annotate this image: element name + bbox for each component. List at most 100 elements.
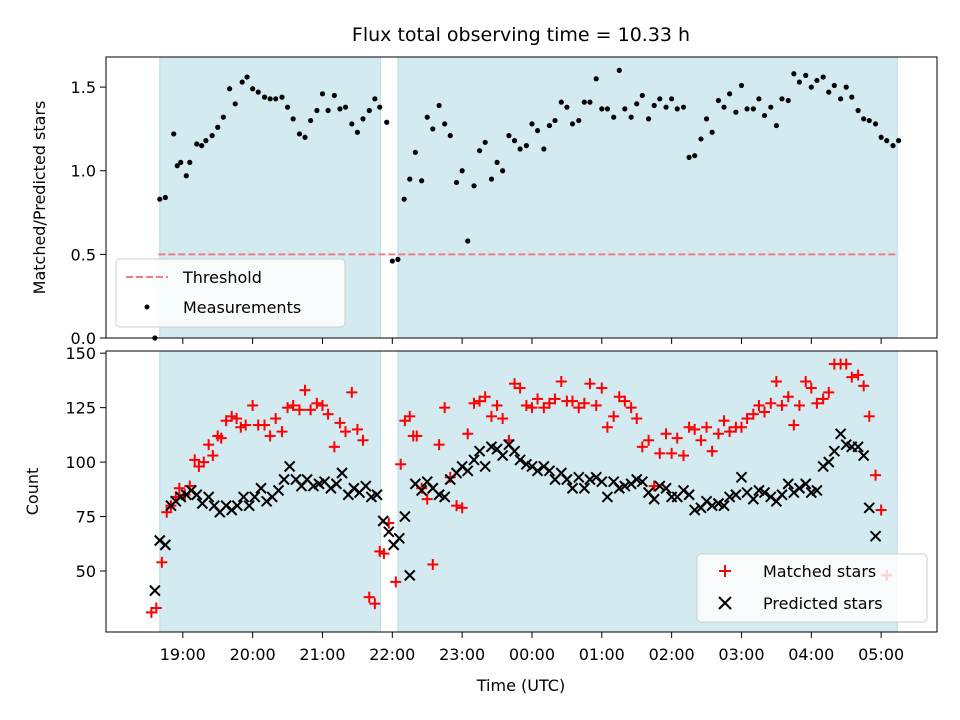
matched-stars-point [497, 413, 509, 425]
measurement-point [407, 176, 413, 182]
predicted-stars-point [159, 539, 172, 551]
measurement-point [523, 143, 529, 149]
matched-stars-point [765, 397, 777, 409]
predicted-stars-point [468, 454, 480, 466]
predicted-stars-point [654, 480, 666, 492]
measurement-point [703, 116, 710, 122]
matched-stars-point [270, 413, 282, 425]
measurement-point [419, 178, 425, 184]
bottom-y-tick-label: 100 [65, 453, 96, 472]
measurement-point [534, 127, 541, 134]
matched-stars-point [287, 399, 299, 411]
matched-stars-point [247, 399, 259, 411]
predicted-stars-point [718, 499, 730, 512]
matched-stars-point [852, 369, 864, 381]
measurement-point [750, 106, 756, 112]
matched-stars-point [648, 480, 660, 492]
predicted-stars-point [514, 454, 526, 466]
measurement-point [593, 76, 599, 82]
matched-stars-point [601, 421, 613, 433]
predicted-stars-point [619, 480, 631, 492]
predicted-stars-point [584, 473, 596, 486]
x-tick-label: 01:00 [579, 645, 625, 664]
matched-stars-point [549, 393, 561, 405]
measurement-point [290, 116, 296, 122]
measurement-point [477, 148, 483, 154]
predicted-stars-point [399, 510, 411, 523]
bottom-x-ticks: 19:00 20:00 21:00 22:00 23:00 00:00 01:00 02:00… [160, 632, 904, 664]
matched-stars-point [474, 395, 486, 407]
predicted-stars-point [688, 504, 701, 516]
predicted-stars-point [202, 491, 215, 503]
measurement-point [500, 168, 506, 174]
measurement-point [384, 119, 390, 125]
measurement-point [261, 94, 268, 100]
matched-stars-point [311, 397, 323, 409]
predicted-stars-point [857, 449, 870, 462]
matched-stars-point [538, 402, 550, 414]
measurement-point [529, 121, 535, 127]
measurement-point [680, 104, 687, 110]
bottom-y-ticks: 50 75 100 125 150 [65, 344, 106, 581]
predicted-stars-point [566, 482, 579, 494]
x-tick-label: 23:00 [439, 645, 485, 664]
measurement-point [616, 67, 622, 73]
matched-stars-point [631, 413, 643, 425]
top-y-tick-label: 1.5 [71, 78, 96, 97]
matched-stars-point [706, 445, 718, 457]
matched-stars-point [299, 384, 311, 396]
matched-stars-point [282, 402, 294, 414]
x-tick-label: 05:00 [858, 645, 904, 664]
measurement-point [171, 131, 177, 137]
predicted-stars-point [758, 486, 771, 499]
x-tick-label: 21:00 [299, 645, 345, 664]
measurement-point [337, 106, 343, 112]
bottom-legend-box [696, 553, 928, 623]
measurement-point [814, 77, 820, 84]
measurement-point [209, 133, 215, 139]
measurement-point [634, 101, 640, 107]
predicted-stars-point [278, 473, 290, 486]
matched-stars-point [724, 426, 736, 438]
measurement-point [162, 194, 168, 201]
matched-stars-point [584, 378, 596, 390]
predicted-stars-point [648, 493, 660, 505]
matched-stars-point [776, 399, 788, 411]
legend-measurements-swatch [144, 304, 150, 310]
measurement-point [657, 96, 663, 102]
predicted-stars-point [660, 482, 672, 494]
matched-stars-point [259, 419, 271, 431]
measurement-point [267, 96, 273, 102]
predicted-stars-point [683, 489, 695, 501]
matched-stars-point [328, 441, 340, 453]
matched-stars-point [240, 419, 252, 431]
x-tick-label: 20:00 [230, 645, 276, 664]
x-tick-label: 02:00 [649, 645, 695, 664]
matched-stars-point [712, 428, 724, 440]
measurement-point [768, 104, 774, 110]
legend-matched-label: Matched stars [763, 562, 876, 581]
matched-stars-point [203, 439, 215, 451]
predicted-stars-point [852, 441, 864, 453]
measurement-point [447, 133, 453, 139]
measurement-point [744, 106, 750, 112]
matched-stars-point [654, 447, 666, 459]
top-markers [152, 67, 902, 341]
measurement-point [645, 116, 652, 122]
matched-stars-point [520, 399, 532, 411]
matched-stars-point [451, 500, 463, 512]
matched-stars-point [858, 380, 870, 392]
predicted-stars-point [255, 482, 267, 494]
top-y-axis-label: Matched/Predicted stars [30, 101, 49, 295]
top-legend: Threshold Measurements [115, 258, 346, 328]
matched-stars-point [683, 421, 695, 433]
matched-stars-point [369, 598, 381, 610]
predicted-stars-point [730, 489, 742, 501]
predicted-stars-point [811, 484, 823, 497]
predicted-stars-point [231, 499, 243, 512]
matched-stars-point [416, 482, 428, 494]
predicted-stars-point [735, 471, 748, 484]
measurement-point [279, 94, 285, 100]
matched-stars-point [805, 382, 817, 394]
